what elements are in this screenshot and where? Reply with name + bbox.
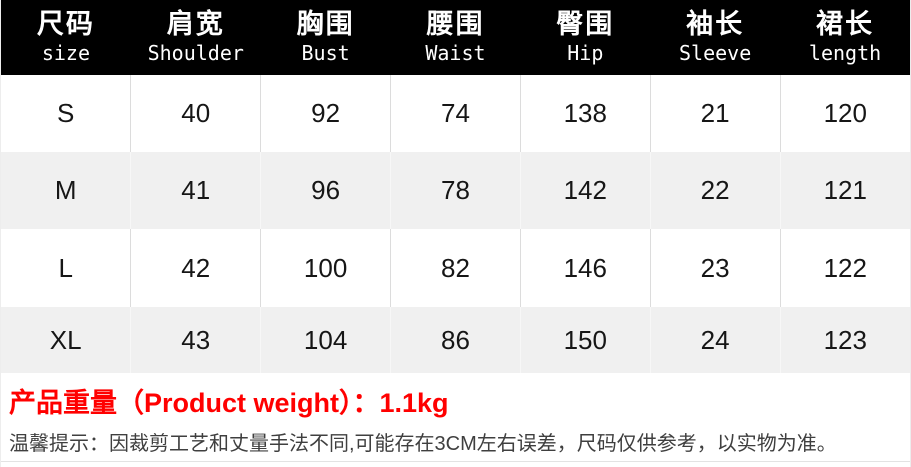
measurement-cell: 150 bbox=[520, 307, 651, 373]
measurement-cell: 86 bbox=[390, 307, 521, 373]
measurement-cell: 82 bbox=[390, 229, 521, 307]
measurement-cell: 21 bbox=[650, 75, 781, 152]
column-header-waist: 腰围 Waist bbox=[390, 0, 521, 75]
column-header-en: size bbox=[41, 41, 90, 66]
measurement-cell: 40 bbox=[130, 75, 262, 152]
size-cell: M bbox=[1, 152, 132, 229]
table-row-m: M 41 96 78 142 22 121 bbox=[1, 152, 910, 229]
header-row: 尺码 size 肩宽 Shoulder 胸围 Bust 腰围 Waist 臀围 bbox=[1, 0, 910, 75]
column-header-length: 裙长 length bbox=[780, 0, 910, 75]
column-header-size: 尺码 size bbox=[1, 0, 131, 75]
measurement-cell: 122 bbox=[823, 252, 867, 283]
measurement-cell: 138 bbox=[520, 75, 651, 152]
measurement-cell: 22 bbox=[650, 152, 781, 229]
table-row-l: L 42 100 82 146 23 122 bbox=[1, 229, 910, 307]
column-header-zh: 裙长 bbox=[816, 8, 875, 39]
product-weight-note: 产品重量（Product weight）：1.1kg bbox=[9, 388, 449, 418]
measurement-cell: 92 bbox=[260, 75, 392, 152]
measurement-cell: 42 bbox=[130, 229, 262, 307]
measurement-cell: 78 bbox=[390, 152, 521, 229]
size-cell: S bbox=[1, 75, 132, 152]
measurement-cell: 96 bbox=[260, 152, 392, 229]
column-header-zh: 胸围 bbox=[296, 8, 355, 39]
measurement-cell: 104 bbox=[260, 307, 392, 373]
column-header-en: Bust bbox=[301, 41, 350, 66]
measurement-cell: 74 bbox=[390, 75, 521, 152]
column-header-shoulder: 肩宽 Shoulder bbox=[130, 0, 261, 75]
measurement-cell: 123 bbox=[823, 324, 867, 355]
table-row-s: S 40 92 74 138 21 120 bbox=[1, 75, 910, 152]
measurement-cell: 121 bbox=[823, 175, 867, 205]
column-header-en: length bbox=[808, 41, 882, 66]
measurement-cell: 41 bbox=[130, 152, 262, 229]
column-header-sleeve: 袖长 Sleeve bbox=[650, 0, 781, 75]
column-header-en: Sleeve bbox=[679, 41, 752, 66]
column-header-zh: 腰围 bbox=[426, 8, 485, 39]
column-header-zh: 尺码 bbox=[36, 8, 95, 39]
column-header-zh: 臀围 bbox=[556, 8, 615, 39]
footer-notes: 产品重量（Product weight）：1.1kg 温馨提示：因裁剪工艺和丈量… bbox=[1, 373, 910, 456]
measurement-cell: 100 bbox=[260, 229, 392, 307]
column-header-zh: 肩宽 bbox=[166, 8, 225, 39]
size-cell: L bbox=[1, 229, 132, 307]
column-header-en: Hip bbox=[567, 41, 604, 66]
bottom-divider bbox=[1, 461, 910, 462]
measurement-cell: 142 bbox=[520, 152, 651, 229]
tip-note: 温馨提示：因裁剪工艺和丈量手法不同,可能存在3CM左右误差，尺码仅供参考，以实物… bbox=[9, 433, 837, 456]
measurement-cell: 120 bbox=[823, 98, 867, 128]
measurement-cell: 43 bbox=[130, 307, 262, 373]
column-header-bust: 胸围 Bust bbox=[260, 0, 391, 75]
column-header-en: Shoulder bbox=[147, 41, 244, 66]
table-row-xl: XL 43 104 86 150 24 123 bbox=[1, 307, 910, 373]
table-header: 尺码 size 肩宽 Shoulder 胸围 Bust 腰围 Waist 臀围 bbox=[1, 0, 910, 75]
measurement-cell: 23 bbox=[650, 229, 781, 307]
column-header-hip: 臀围 Hip bbox=[520, 0, 651, 75]
size-chart-table: 尺码 size 肩宽 Shoulder 胸围 Bust 腰围 Waist 臀围 bbox=[1, 0, 910, 373]
size-cell: XL bbox=[1, 307, 132, 373]
table-body: S 40 92 74 138 21 120 M 41 96 78 142 22 … bbox=[1, 75, 910, 373]
measurement-cell: 24 bbox=[650, 307, 781, 373]
column-header-zh: 袖长 bbox=[686, 8, 745, 39]
column-header-en: Waist bbox=[425, 41, 486, 66]
measurement-cell: 146 bbox=[520, 229, 651, 307]
